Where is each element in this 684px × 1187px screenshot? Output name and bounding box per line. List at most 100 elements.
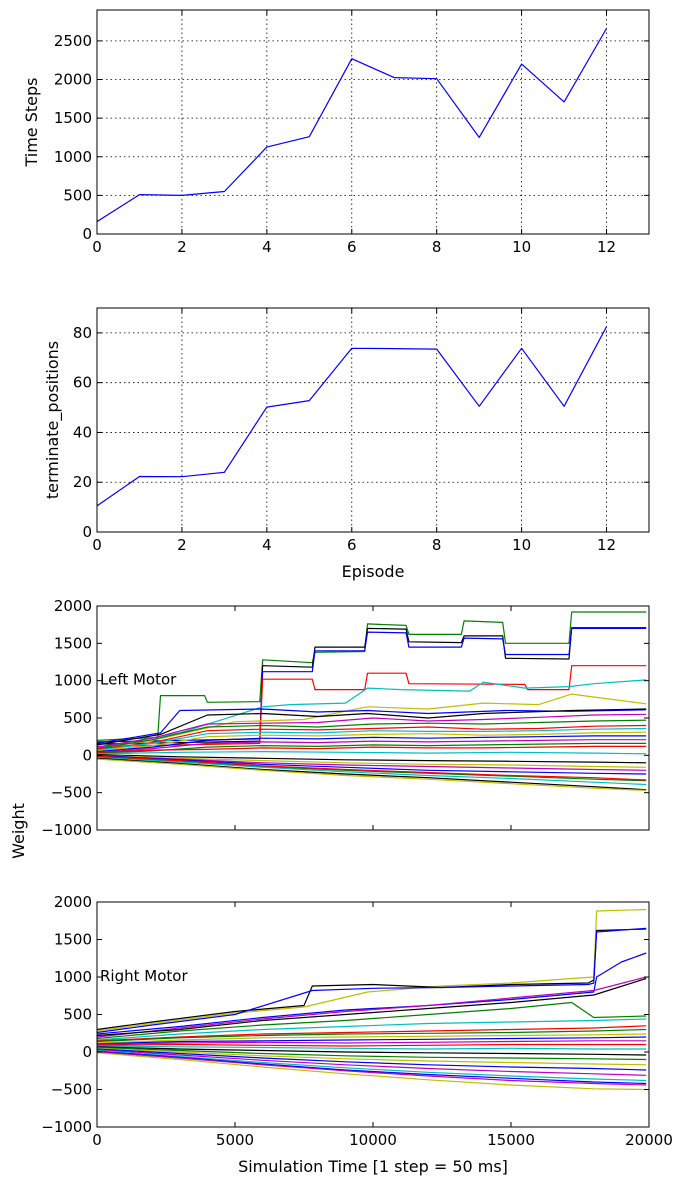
series-line-23 [97,756,647,782]
series-line-14 [97,1043,647,1047]
x-tick-label: 15000 [487,1131,535,1149]
series-line-16 [97,1046,647,1056]
series-line-19 [97,1048,647,1071]
series-line-26 [97,757,647,791]
series-line-9 [97,713,647,748]
series-line-24 [97,1052,647,1091]
y-axis-label: Time Steps [22,77,41,167]
series-line-13 [97,1040,647,1046]
motor-annotation: Left Motor [100,671,177,689]
series-line-20 [97,754,647,768]
x-tick-label: 20000 [625,1131,673,1149]
series-line-6 [97,977,647,1037]
y-tick-label: 500 [63,709,92,727]
series-line-1 [97,28,608,223]
y-tick-label: 500 [63,186,92,204]
y-tick-label: 0 [82,225,92,243]
series-line-3 [97,627,647,743]
series-line-22 [97,754,647,775]
x-axis-label: Simulation Time [1 step = 50 ms] [238,1157,508,1176]
x-tick-label: 0 [92,536,102,554]
y-tick-label: −500 [51,784,92,802]
series-line-5 [97,976,647,1038]
axes-frame [96,9,650,235]
series-line-18 [97,750,647,755]
series-line-15 [97,739,647,753]
series-line-9 [97,1025,647,1042]
y-axis-label: terminate_positions [43,341,63,499]
series-line-5 [97,679,647,749]
series-line-15 [97,1045,647,1050]
x-tick-label: 10 [512,238,531,256]
y-tick-label: 20 [73,473,92,491]
y-tick-label: 0 [82,746,92,764]
series-line-12 [97,727,647,751]
x-tick-label: 12 [597,536,616,554]
series-line-21 [97,755,647,771]
series-line-27 [97,758,647,791]
series-line-7 [97,1001,647,1040]
chart-1 [96,9,650,235]
y-tick-label: 2500 [54,32,92,50]
y-tick-label: 60 [73,374,92,392]
series-line-19 [97,754,647,764]
y-tick-label: −1000 [41,1118,92,1136]
series-line-6 [97,693,647,750]
x-tick-label: 8 [432,238,442,256]
series-line-17 [97,1046,647,1061]
series-line-25 [97,757,647,786]
series-group [97,908,647,1091]
series-line-23 [97,1051,647,1086]
series-line-17 [97,745,647,753]
y-tick-label: 2000 [54,597,92,615]
x-tick-label: 2 [177,536,187,554]
y-tick-label: 1000 [54,672,92,690]
y-tick-label: −500 [51,1081,92,1099]
y-tick-label: −1000 [41,821,92,839]
chart-2 [96,307,650,533]
y-tick-label: 1500 [54,109,92,127]
x-tick-label: 5000 [216,1131,254,1149]
x-tick-label: 6 [347,238,357,256]
series-line-4 [97,952,647,1035]
series-line-8 [97,708,647,746]
x-tick-label: 2 [177,238,187,256]
y-tick-label: 80 [73,324,92,342]
axes-frame [96,307,650,533]
series-line-3 [97,927,647,1034]
x-tick-label: 12 [597,238,616,256]
series-group [97,326,608,507]
chart-3 [96,605,650,831]
x-tick-label: 10 [512,536,531,554]
x-tick-label: 4 [262,238,272,256]
y-tick-label: 0 [82,523,92,541]
series-line-13 [97,731,647,752]
axes-frame [96,901,650,1128]
series-line-11 [97,1033,647,1044]
y-tick-label: 500 [63,1006,92,1024]
x-tick-label: 10000 [349,1131,397,1149]
series-group [97,28,608,223]
y-tick-label: 2000 [54,71,92,89]
x-tick-label: 0 [92,1131,102,1149]
y-tick-label: 0 [82,1043,92,1061]
x-tick-label: 6 [347,536,357,554]
series-line-11 [97,724,647,750]
series-group [97,611,647,791]
series-line-14 [97,735,647,753]
series-line-21 [97,1049,647,1082]
series-line-2 [97,627,647,745]
series-line-24 [97,755,647,781]
series-line-12 [97,1036,647,1045]
x-tick-label: 0 [92,238,102,256]
series-line-10 [97,1028,647,1043]
x-tick-label: 4 [262,536,272,554]
y-axis-label: Weight [9,803,28,859]
motor-annotation: Right Motor [100,967,188,985]
series-line-16 [97,742,647,754]
x-axis-label: Episode [342,562,405,581]
series-line-8 [97,1018,647,1041]
y-tick-label: 1500 [54,634,92,652]
series-line-20 [97,1049,647,1076]
